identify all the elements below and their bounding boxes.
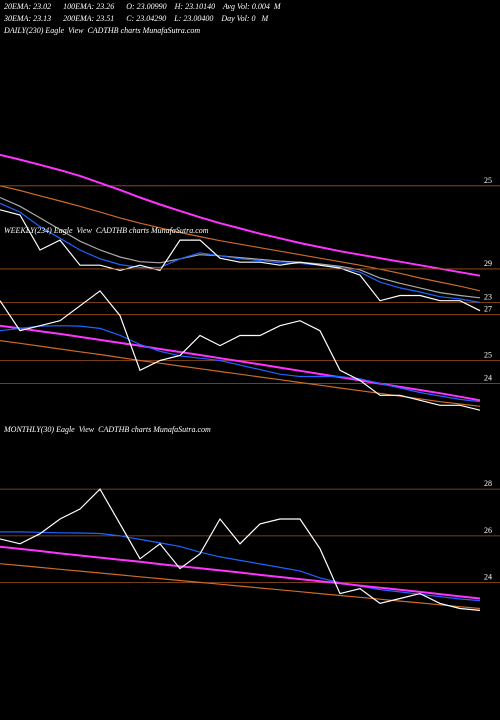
panel-title: WEEKLY(234) Eagle View CADTHB charts Mun… xyxy=(4,226,209,235)
series-line xyxy=(0,340,481,407)
series-line xyxy=(0,202,481,304)
series-line xyxy=(0,196,481,299)
header-line: 20EMA: 23.02 100EMA: 23.26 O: 23.00990 H… xyxy=(4,2,282,11)
series-line xyxy=(0,185,481,292)
panel-title: DAILY(230) Eagle View CADTHB charts Muna… xyxy=(3,26,200,35)
y-tick-label: 25 xyxy=(484,176,492,185)
series-line xyxy=(0,488,481,611)
panel-title: MONTHLY(30) Eagle View CADTHB charts Mun… xyxy=(3,425,211,434)
y-tick-label: 23 xyxy=(484,293,492,302)
y-tick-label: 26 xyxy=(484,526,492,535)
y-tick-label: 28 xyxy=(484,479,492,488)
series-line xyxy=(0,153,481,277)
series-line xyxy=(0,563,481,610)
y-tick-label: 24 xyxy=(484,373,492,382)
y-tick-label: 24 xyxy=(484,573,492,582)
series-line xyxy=(0,531,481,602)
series-line xyxy=(0,290,481,411)
y-tick-label: 29 xyxy=(484,259,492,268)
y-tick-label: 25 xyxy=(484,350,492,359)
header-line: 30EMA: 23.13 200EMA: 23.51 C: 23.04290 L… xyxy=(3,14,270,23)
series-line xyxy=(0,324,481,402)
series-line xyxy=(0,325,481,403)
y-tick-label: 27 xyxy=(484,305,492,314)
series-line xyxy=(0,545,481,600)
series-line xyxy=(0,209,481,312)
